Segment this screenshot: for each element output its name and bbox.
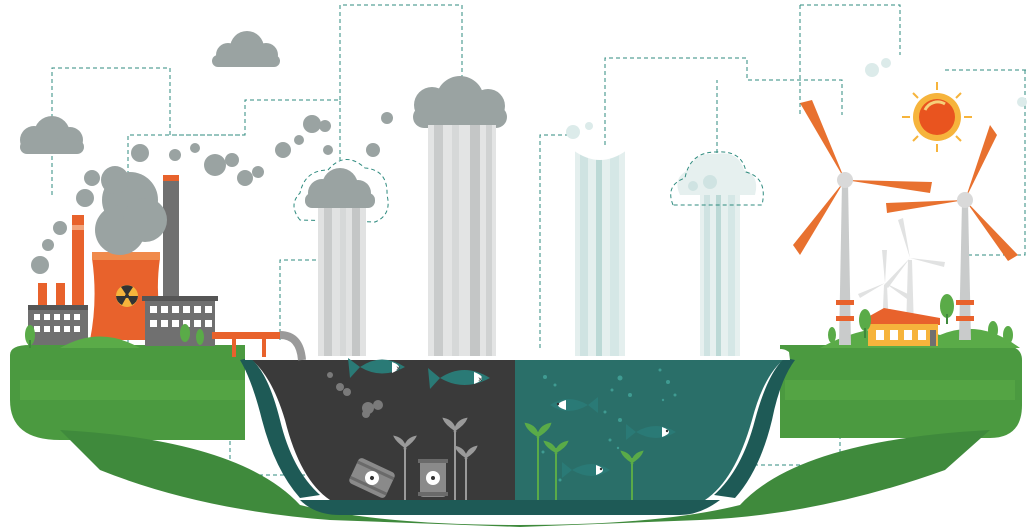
fish-icon (550, 397, 676, 478)
pipe-icon (212, 331, 306, 361)
island-ground (10, 345, 1022, 527)
pollution-particles (327, 372, 383, 418)
clean-energy-zone (793, 82, 1020, 348)
tree-icon (828, 294, 1013, 344)
factory-building-icon (28, 296, 218, 346)
clean-rain-icon (566, 58, 1027, 356)
wind-turbine-icon (793, 100, 1018, 345)
svg-text:×: × (478, 375, 483, 384)
sun-icon (902, 82, 972, 152)
water-basin (240, 349, 795, 515)
tree-icon (25, 324, 204, 348)
radioactive-barrel-icon (349, 458, 448, 498)
smoke-cloud-icon (20, 31, 507, 274)
house-icon (866, 308, 940, 346)
svg-text:×: × (396, 364, 401, 373)
polluted-underwater: × × (327, 358, 490, 500)
acid-rain-icon (318, 125, 496, 356)
smoke-cloud-outline-icon (293, 159, 389, 223)
industrial-zone (25, 175, 306, 361)
bubbles (541, 368, 677, 482)
dead-plant-icon (393, 417, 478, 500)
dead-fish-icon: × × (348, 358, 490, 389)
seaweed-icon (524, 422, 644, 500)
polluted-water (245, 355, 515, 500)
clean-underwater (524, 368, 677, 500)
